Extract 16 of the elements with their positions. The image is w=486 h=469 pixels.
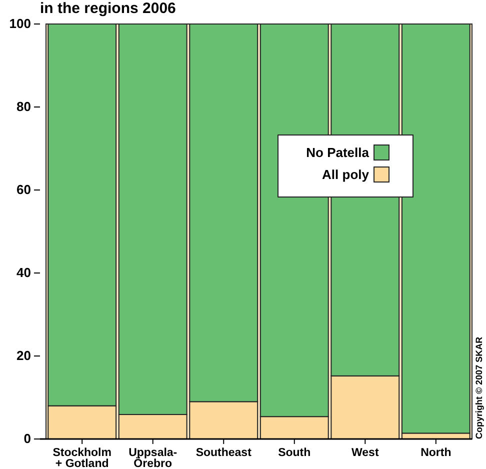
legend-label: No Patella xyxy=(306,145,370,160)
y-tick-label: 60 xyxy=(16,182,31,198)
x-tick-label: South xyxy=(278,447,311,459)
x-tick-label: North xyxy=(420,447,452,459)
chart-title: in the regions 2006 xyxy=(40,0,176,17)
y-tick-label: 40 xyxy=(16,265,31,280)
y-tick-label: 0 xyxy=(24,431,31,446)
y-tick-label: 100 xyxy=(9,16,31,32)
x-tick-label: West xyxy=(352,447,379,459)
legend-label: All poly xyxy=(322,167,370,182)
x-tick-label: Southeast xyxy=(196,447,252,459)
y-tick-label: 80 xyxy=(16,99,31,114)
text: Copyright © 2007 SKAR xyxy=(474,336,484,439)
x-tick-label: Uppsala- Örebro xyxy=(128,447,178,469)
y-tick-label: 20 xyxy=(16,348,31,364)
x-tick-label: Stockholm + Gotland xyxy=(52,447,112,469)
